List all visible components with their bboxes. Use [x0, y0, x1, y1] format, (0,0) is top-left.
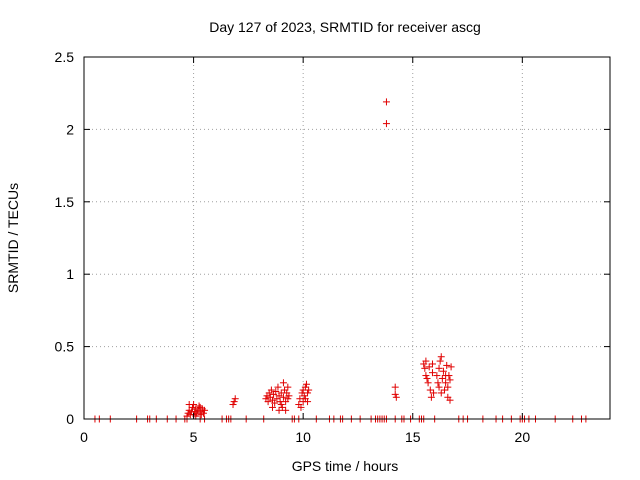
- data-point: [424, 379, 432, 387]
- data-point: [436, 357, 444, 365]
- data-points: [91, 98, 590, 423]
- data-point: [199, 409, 207, 417]
- data-point: [300, 392, 308, 400]
- data-point: [433, 372, 441, 380]
- data-point: [430, 389, 438, 397]
- data-point: [271, 399, 279, 407]
- data-point: [195, 402, 203, 410]
- x-axis-label: GPS time / hours: [292, 458, 399, 474]
- data-point: [435, 383, 443, 391]
- data-point: [229, 401, 237, 409]
- data-point: [285, 392, 293, 400]
- data-point: [193, 409, 201, 417]
- data-point: [426, 386, 434, 394]
- data-point: [437, 389, 445, 397]
- data-point: [438, 374, 446, 382]
- data-point: [435, 364, 443, 372]
- data-point: [437, 353, 445, 361]
- data-point: [392, 393, 400, 401]
- data-point: [434, 379, 442, 387]
- data-point: [302, 380, 310, 388]
- y-tick-label: 1: [66, 266, 74, 282]
- data-point: [423, 374, 431, 382]
- data-point: [382, 98, 390, 106]
- data-point: [382, 120, 390, 128]
- y-tick-label: 0: [66, 411, 74, 427]
- data-point: [278, 403, 286, 411]
- data-point: [443, 361, 451, 369]
- x-tick-label: 15: [405, 429, 421, 445]
- y-tick-label: 1.5: [55, 194, 75, 210]
- data-point: [279, 393, 287, 401]
- y-tick-labels: 0 0.5 1 1.5 2 2.5: [55, 49, 75, 427]
- data-point: [268, 403, 276, 411]
- y-tick-label: 0.5: [55, 339, 75, 355]
- x-tick-label: 20: [515, 429, 531, 445]
- data-point: [445, 372, 453, 380]
- data-point: [301, 383, 309, 391]
- data-point: [196, 403, 204, 411]
- y-tick-label: 2: [66, 121, 74, 137]
- axis-ticks: [83, 56, 610, 420]
- data-point: [267, 386, 275, 394]
- data-point: [446, 396, 454, 404]
- data-point: [422, 372, 430, 380]
- x-tick-labels: 0 5 10 15 20: [80, 429, 530, 445]
- data-point: [391, 383, 399, 391]
- grid-lines: [84, 57, 610, 419]
- data-point: [304, 389, 312, 397]
- data-point: [277, 401, 285, 409]
- data-point: [442, 379, 450, 387]
- data-point: [279, 379, 287, 387]
- x-tick-label: 5: [190, 429, 198, 445]
- y-tick-label: 2.5: [55, 49, 75, 65]
- data-point: [305, 386, 313, 394]
- data-point: [264, 398, 272, 406]
- data-point: [427, 393, 435, 401]
- data-point: [274, 383, 282, 391]
- data-point: [284, 383, 292, 391]
- data-point: [183, 412, 191, 420]
- data-point: [185, 401, 193, 409]
- data-point: [428, 360, 436, 368]
- data-point: [444, 383, 452, 391]
- data-point: [282, 406, 290, 414]
- data-point: [439, 367, 447, 375]
- data-point: [272, 387, 280, 395]
- data-point: [421, 364, 429, 372]
- data-point: [304, 398, 312, 406]
- x-tick-label: 10: [295, 429, 311, 445]
- data-point: [428, 369, 436, 377]
- data-point: [441, 386, 449, 394]
- chart-title: Day 127 of 2023, SRMTID for receiver asc…: [209, 19, 481, 35]
- data-point: [230, 398, 238, 406]
- data-point: [188, 403, 196, 411]
- x-tick-label: 0: [80, 429, 88, 445]
- data-point: [422, 357, 430, 365]
- y-axis-label: SRMTID / TECUs: [5, 183, 21, 293]
- data-point: [446, 376, 454, 384]
- data-point: [284, 395, 292, 403]
- data-point: [201, 406, 209, 414]
- data-point: [297, 403, 305, 411]
- data-point: [425, 363, 433, 371]
- data-point: [391, 390, 399, 398]
- data-point: [275, 406, 283, 414]
- data-point: [447, 363, 455, 371]
- data-point: [231, 395, 239, 403]
- plot-frame: [83, 56, 611, 420]
